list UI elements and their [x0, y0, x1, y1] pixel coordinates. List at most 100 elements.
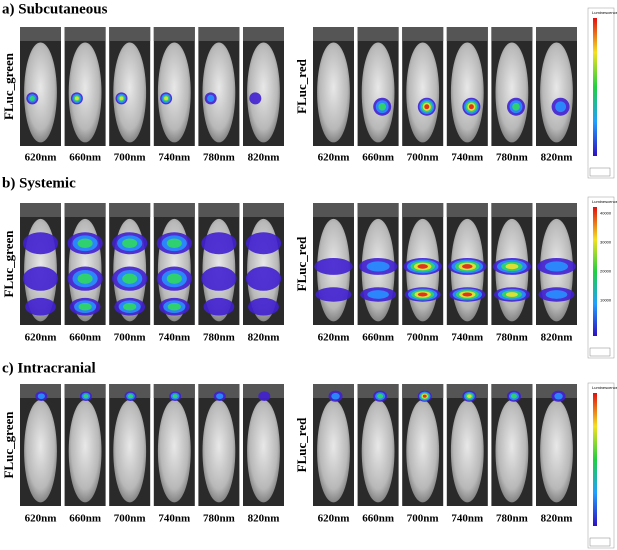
signal [74, 96, 79, 101]
wavelength-label: 780nm [496, 513, 528, 525]
signal [77, 273, 93, 284]
signal [29, 95, 35, 101]
image-top [153, 203, 195, 217]
image-top [402, 27, 444, 41]
signal [424, 104, 430, 110]
signal [207, 94, 215, 102]
image-top [198, 203, 240, 217]
colorbar-box [587, 7, 615, 179]
signal [377, 393, 384, 399]
row-label: FLuc_red [294, 236, 309, 291]
wavelength-label: 820nm [248, 332, 280, 344]
signal [248, 297, 279, 316]
signal [123, 302, 137, 311]
mouse-body [406, 42, 440, 143]
mouse-body [540, 399, 573, 503]
image-top [109, 384, 151, 398]
wavelength-label: 820nm [541, 513, 573, 525]
image-top [491, 27, 533, 41]
colorbar-tick: 40000 [600, 211, 612, 216]
signal [367, 290, 389, 299]
wavelength-label: 780nm [496, 152, 528, 164]
wavelength-label: 820nm [248, 513, 280, 525]
image-top [20, 384, 61, 398]
panel-title: a) Subcutaneous [2, 1, 108, 17]
wavelength-label: 780nm [203, 332, 235, 344]
image-top [446, 27, 488, 41]
signal [22, 266, 59, 291]
image-top [313, 203, 354, 217]
mouse-body [317, 42, 350, 143]
mouse-body [495, 42, 529, 143]
mouse-body [361, 42, 395, 143]
wavelength-label: 700nm [114, 513, 146, 525]
image-top [198, 27, 240, 41]
mouse-body [24, 399, 57, 503]
mouse-body [113, 42, 147, 143]
wavelength-label: 740nm [158, 513, 190, 525]
image-top [357, 27, 399, 41]
image-top [536, 203, 577, 217]
image-top [243, 203, 284, 217]
wavelength-label: 740nm [158, 332, 190, 344]
signal [258, 391, 271, 402]
signal [22, 232, 59, 255]
image-top [153, 384, 195, 398]
wavelength-label: 740nm [158, 152, 190, 164]
colorbar [593, 18, 597, 156]
wavelength-label: 620nm [318, 332, 350, 344]
signal [314, 258, 353, 275]
wavelength-label: 660nm [69, 332, 101, 344]
mouse-body [450, 399, 484, 503]
mouse-body [540, 42, 573, 143]
image-top [357, 203, 399, 217]
signal [417, 264, 428, 269]
wavelength-label: 660nm [362, 332, 394, 344]
signal [119, 96, 124, 101]
colorbar-title: Luminescence [592, 385, 617, 390]
signal [167, 302, 181, 311]
signal [505, 292, 518, 297]
row-label: FLuc_red [294, 417, 309, 472]
signal [422, 394, 427, 398]
mouse-body [68, 42, 102, 143]
image-top [64, 203, 106, 217]
signal [245, 232, 282, 255]
mouse-body [157, 42, 191, 143]
scale-box [589, 537, 611, 547]
image-top [109, 27, 151, 41]
wavelength-label: 620nm [25, 513, 57, 525]
mouse-body [495, 399, 529, 503]
signal [172, 394, 178, 399]
colorbar-tick: 10000 [600, 298, 612, 303]
signal [554, 392, 563, 400]
panel-title: c) Intracranial [2, 360, 96, 376]
image-top [64, 27, 106, 41]
mouse-body [113, 399, 147, 503]
wavelength-label: 740nm [451, 332, 483, 344]
wavelength-label: 620nm [318, 152, 350, 164]
signal [555, 101, 566, 113]
mouse-body [68, 399, 102, 503]
wavelength-label: 780nm [496, 332, 528, 344]
image-top [153, 27, 195, 41]
scale-box [589, 347, 611, 357]
image-top [491, 203, 533, 217]
mouse-body [202, 42, 236, 143]
wavelength-label: 740nm [451, 513, 483, 525]
signal [331, 392, 340, 400]
image-top [313, 27, 354, 41]
row-label: FLuc_green [1, 52, 16, 120]
signal [545, 290, 568, 299]
image-top [402, 203, 444, 217]
colorbar-box [587, 382, 615, 549]
row-label: FLuc_green [1, 411, 16, 479]
signal [166, 273, 182, 284]
signal [467, 394, 472, 399]
wavelength-label: 620nm [25, 152, 57, 164]
image-top [536, 27, 577, 41]
signal [216, 393, 224, 400]
signal [245, 266, 282, 291]
signal [315, 287, 352, 302]
